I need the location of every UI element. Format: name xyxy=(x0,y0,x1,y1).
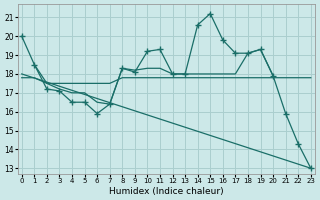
X-axis label: Humidex (Indice chaleur): Humidex (Indice chaleur) xyxy=(109,187,224,196)
